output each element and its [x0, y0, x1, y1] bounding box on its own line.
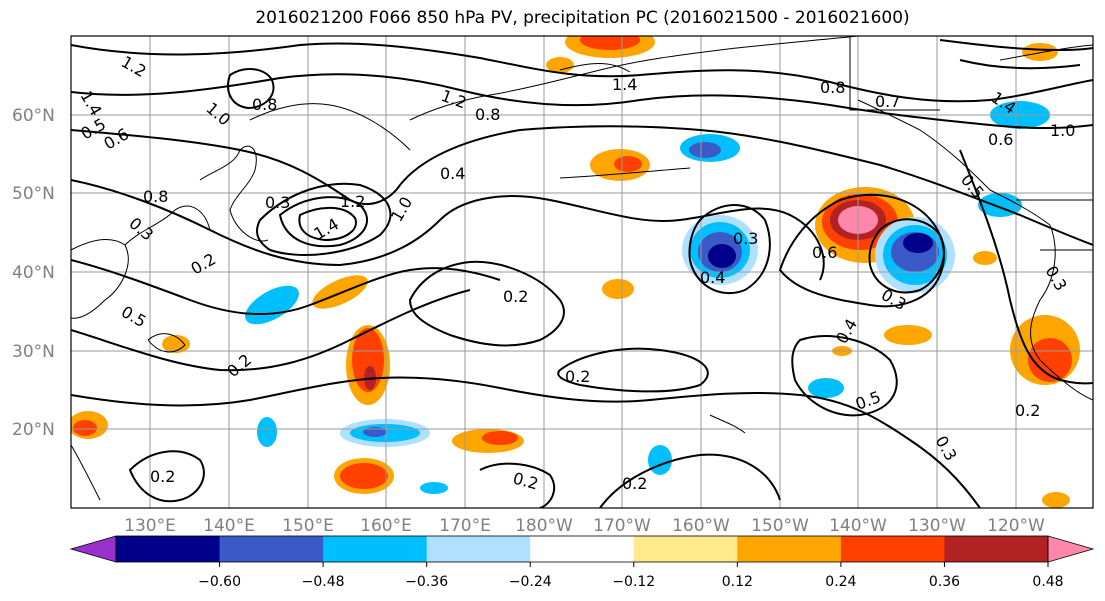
- contour-label: 0.2: [565, 367, 590, 386]
- contour-label: 0.7: [875, 92, 900, 111]
- colorbar-tick-label: −0.24: [509, 574, 552, 590]
- lon-label: 160°E: [360, 516, 412, 536]
- map-frame: [70, 35, 1094, 509]
- lat-label: 60°N: [12, 106, 55, 126]
- colorbar-tick-label: 0.48: [1032, 574, 1063, 590]
- pv-contours: [71, 39, 1093, 508]
- lat-label: 50°N: [12, 184, 55, 204]
- colorbar-tick-label: −0.48: [302, 574, 345, 590]
- lat-label: 30°N: [12, 342, 55, 362]
- colorbar: [69, 535, 1095, 563]
- map-title: 2016021200 F066 850 hPa PV, precipitatio…: [255, 8, 910, 28]
- lon-label: 120°W: [987, 516, 1045, 536]
- contour-label: 0.4: [700, 268, 725, 287]
- colorbar-segment: [219, 536, 324, 562]
- colorbar-tick-label: 0.36: [929, 574, 960, 590]
- lat-label: 40°N: [12, 263, 55, 283]
- contour-label: 0.8: [475, 105, 500, 124]
- contour-label: 1.4: [612, 75, 637, 94]
- precipitation-fill: [71, 36, 1080, 508]
- colorbar-extend-min: [69, 535, 117, 563]
- colorbar-segment: [840, 536, 945, 562]
- colorbar-outline: [115, 535, 1049, 563]
- contour-label: 0.8: [820, 78, 845, 97]
- lon-label: 170°E: [439, 516, 491, 536]
- contour-label: 0.3: [265, 193, 290, 212]
- latitude-labels: 60°N 50°N 40°N 30°N 20°N: [12, 106, 55, 440]
- lon-label: 170°W: [593, 516, 651, 536]
- colorbar-segment: [633, 536, 738, 562]
- lon-label: 130°W: [908, 516, 966, 536]
- longitude-labels: 130°E 140°E 150°E 160°E 170°E 180°W 170°…: [124, 516, 1045, 536]
- colorbar-extend-max: [1047, 535, 1095, 563]
- colorbar-segment: [944, 536, 1049, 562]
- contour-label: 0.3: [733, 229, 758, 248]
- lon-label: 150°E: [282, 516, 334, 536]
- coastlines: [71, 36, 1093, 501]
- contour-label: 0.8: [143, 187, 168, 206]
- contour-label: 0.4: [440, 164, 465, 183]
- contour-label: 0.6: [812, 243, 837, 262]
- contour-label: 0.8: [252, 95, 277, 114]
- colorbar-tick-label: 0.24: [825, 574, 856, 590]
- contour-label: 0.6: [988, 130, 1013, 149]
- contour-label: 0.2: [622, 474, 647, 493]
- contour-label: 0.2: [1015, 401, 1040, 420]
- colorbar-tick-label: −0.36: [405, 574, 448, 590]
- colorbar-segment: [530, 536, 635, 562]
- colorbar-tick-label: 0.12: [722, 574, 753, 590]
- contour-label: 1.0: [1050, 121, 1075, 140]
- contour-label: 0.2: [150, 467, 175, 486]
- colorbar-ticks: −0.60 −0.48 −0.36 −0.24 −0.12 0.12 0.24 0.36 0.4…: [198, 562, 1064, 590]
- lon-label: 180°W: [515, 516, 573, 536]
- colorbar-segment: [737, 536, 842, 562]
- contour-label: 0.2: [503, 287, 528, 306]
- lon-label: 160°W: [672, 516, 730, 536]
- lon-label: 130°E: [124, 516, 176, 536]
- lat-label: 20°N: [12, 420, 55, 440]
- colorbar-tick-label: −0.60: [198, 574, 241, 590]
- lon-label: 140°E: [203, 516, 255, 536]
- contour-label: 1.2: [340, 192, 365, 211]
- graticule: [71, 36, 1093, 508]
- colorbar-segment: [426, 536, 531, 562]
- colorbar-segment: [116, 536, 221, 562]
- colorbar-tick-label: −0.12: [612, 574, 655, 590]
- colorbar-segment: [323, 536, 428, 562]
- lon-label: 150°W: [751, 516, 809, 536]
- lon-label: 140°W: [829, 516, 887, 536]
